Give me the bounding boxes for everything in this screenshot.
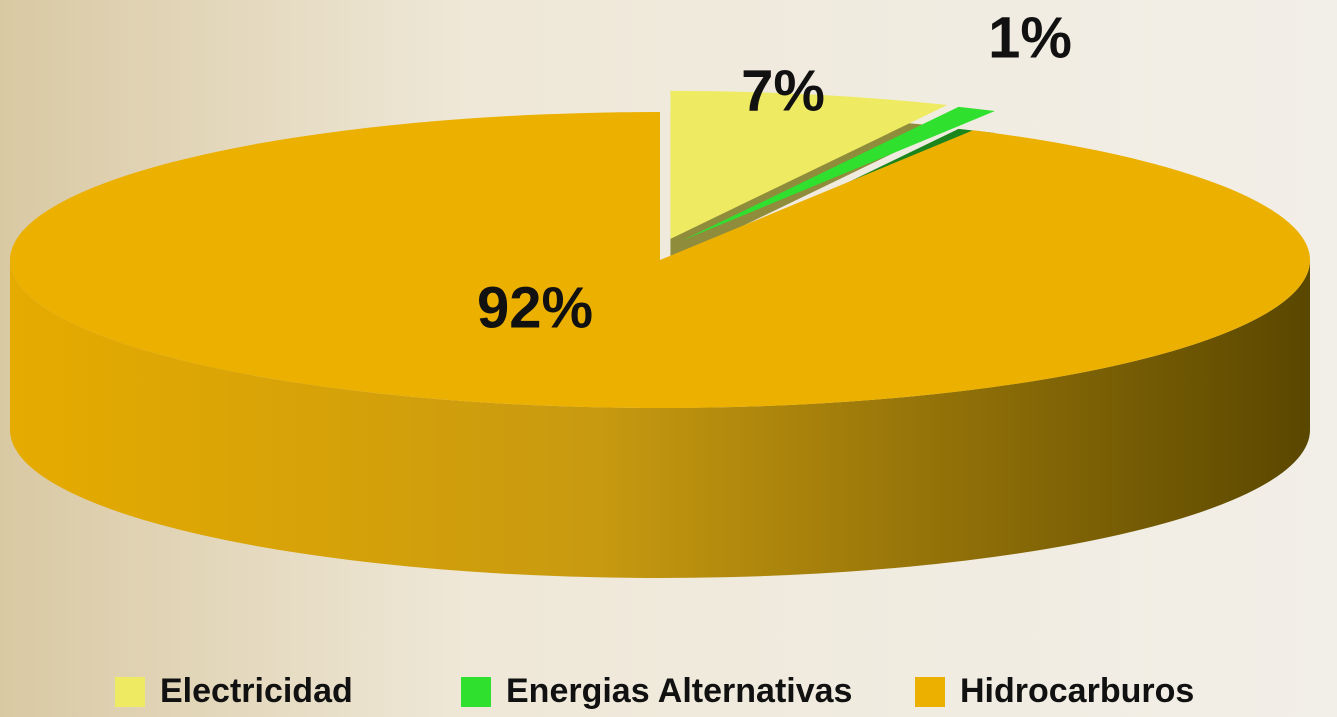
legend-label: Hidrocarburos (960, 672, 1194, 710)
legend-label: Electricidad (160, 672, 353, 710)
slice (681, 106, 995, 241)
legend-swatch (915, 677, 945, 707)
legend-swatch (115, 677, 145, 707)
legend-swatch (461, 677, 491, 707)
legend: Electricidad Energias Alternativas Hidroca… (115, 672, 1194, 710)
data-label: 1% (988, 5, 1072, 70)
data-label: 7% (741, 58, 825, 123)
legend-label: Energias Alternativas (506, 672, 852, 710)
slice (9, 112, 1310, 408)
pie: 7% 1% 92% (9, 5, 1310, 578)
slice-side (10, 260, 1310, 578)
data-label: 92% (477, 275, 593, 340)
slice (670, 90, 948, 239)
